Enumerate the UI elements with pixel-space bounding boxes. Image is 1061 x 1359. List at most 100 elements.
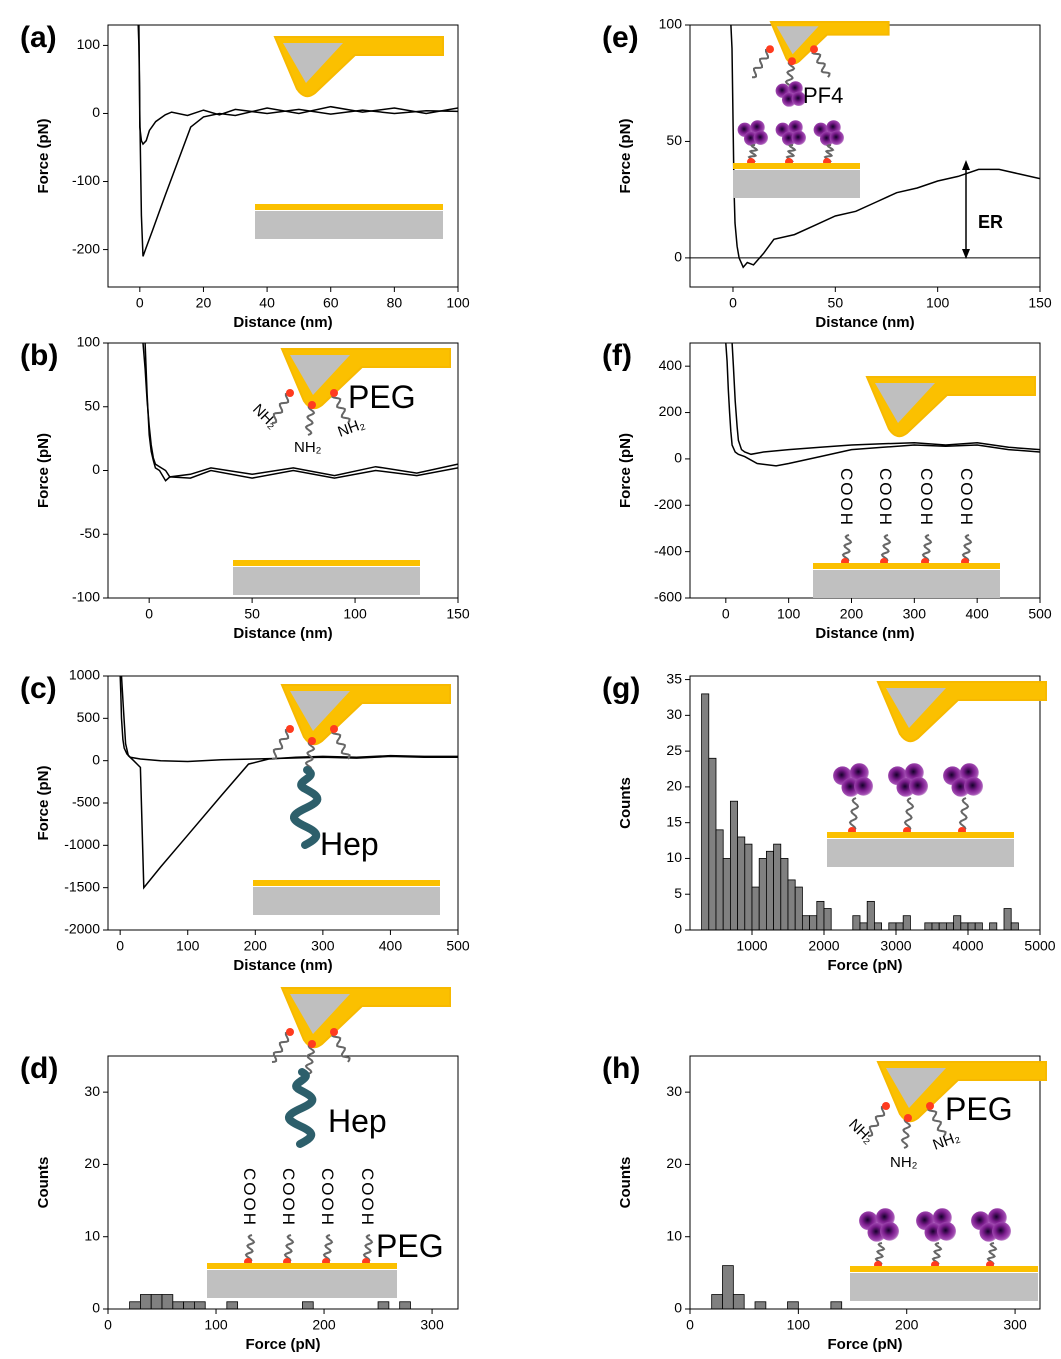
x-tick-label: 200 (244, 938, 268, 954)
pf4-subunit (854, 776, 873, 796)
linker-dot (788, 57, 796, 66)
y-tick-label: 0 (674, 921, 682, 937)
y-tick-label: 50 (666, 132, 682, 148)
x-axis-label: Distance (nm) (233, 314, 332, 331)
pf4-subunit (964, 776, 983, 796)
histogram-bar (888, 922, 897, 931)
x-tick-label: 20 (196, 295, 212, 311)
linker-dot (926, 1102, 934, 1110)
panel-label: (e) (602, 21, 639, 54)
y-tick-label: 1000 (69, 667, 100, 683)
histogram-bar (715, 829, 724, 931)
x-tick-label: 200 (312, 1317, 336, 1333)
substrate (253, 887, 440, 915)
cooh-label: COOH (358, 1168, 377, 1227)
y-tick-label: 10 (84, 1227, 100, 1243)
annotation: NH₂ (294, 439, 322, 456)
x-tick-label: 100 (204, 1317, 228, 1333)
substrate (813, 570, 1000, 598)
peg-chain (304, 404, 316, 436)
histogram-bar (801, 915, 810, 931)
histogram-bar (729, 800, 738, 931)
y-tick-label: 50 (84, 397, 100, 413)
tip (283, 43, 343, 83)
y-tick-label: 30 (666, 1083, 682, 1099)
y-tick-label: 20 (666, 778, 682, 794)
annotation: ER (978, 212, 1003, 232)
histogram-bar (960, 922, 969, 931)
y-tick-label: -200 (72, 240, 100, 256)
histogram-bar (866, 900, 875, 931)
linker-dot (904, 1114, 912, 1122)
x-tick-label: 50 (828, 295, 844, 311)
histogram-bar (953, 915, 962, 931)
x-axis-label: Force (pN) (828, 1336, 903, 1353)
peg-chain (304, 1043, 316, 1075)
peg-chain (841, 534, 853, 563)
panel-label: (d) (20, 1052, 58, 1085)
histogram-bar (902, 915, 911, 931)
peg-chain (271, 1031, 291, 1063)
histogram-bar (302, 1301, 314, 1310)
y-tick-label: -100 (72, 172, 100, 188)
x-tick-label: 100 (926, 295, 950, 311)
x-tick-label: 100 (343, 606, 367, 622)
x-tick-label: 150 (446, 606, 470, 622)
x-tick-label: 2000 (808, 938, 839, 954)
peg-chain (304, 740, 316, 772)
linker-dot (810, 45, 818, 54)
cooh-label: COOH (957, 468, 976, 527)
linker-dot (882, 1102, 890, 1110)
y-tick-label: 100 (77, 36, 101, 52)
plot-frame (107, 342, 459, 599)
substrate-gold (733, 163, 860, 169)
force-curve (730, 25, 1040, 269)
histogram-bar (989, 922, 998, 931)
peg-chain (322, 1234, 334, 1263)
substrate (850, 1273, 1038, 1301)
pf4-subunit (880, 1221, 899, 1241)
histogram-bar (701, 693, 710, 931)
linker-dot (308, 737, 316, 745)
histogram-bar (226, 1301, 239, 1310)
substrate-gold (253, 880, 440, 886)
peg-chain (903, 797, 915, 832)
x-tick-label: 1000 (736, 938, 767, 954)
annotation: PEG (348, 379, 416, 415)
y-axis-label: Counts (617, 777, 634, 829)
substrate (255, 211, 443, 239)
y-tick-label: 10 (666, 1227, 682, 1243)
substrate (733, 170, 860, 198)
x-axis-label: Distance (nm) (233, 625, 332, 642)
linker-dot (330, 1028, 338, 1036)
substrate-gold (233, 560, 420, 566)
peg-chain (867, 1105, 887, 1137)
substrate (207, 1270, 397, 1298)
y-tick-label: -500 (72, 794, 100, 810)
x-tick-label: 5000 (1024, 938, 1055, 954)
histogram-bar (140, 1294, 152, 1310)
y-tick-label: -2000 (64, 921, 100, 937)
cooh-label: COOH (837, 468, 856, 527)
peg-chain (244, 1234, 256, 1263)
x-tick-label: 100 (777, 606, 801, 622)
histogram-bar (780, 858, 789, 931)
histogram-bar (172, 1301, 185, 1310)
histogram-bar (744, 843, 753, 931)
y-axis-label: Force (pN) (35, 433, 52, 508)
y-tick-label: 200 (659, 403, 683, 419)
annotation: PEG (376, 1228, 444, 1264)
histogram-bar (711, 1294, 723, 1310)
histogram-bar (945, 922, 954, 931)
force-curve (725, 343, 1040, 467)
peg-chain (784, 60, 796, 91)
y-tick-label: -400 (654, 542, 682, 558)
histogram-bar (1010, 922, 1019, 931)
histogram-bar (823, 908, 832, 931)
y-tick-label: -50 (80, 525, 100, 541)
y-tick-label: 5 (674, 885, 682, 901)
histogram-bar (809, 915, 818, 931)
substrate (827, 839, 1014, 867)
x-tick-label: 100 (446, 295, 470, 311)
annotation: NH₂ (890, 1154, 918, 1171)
